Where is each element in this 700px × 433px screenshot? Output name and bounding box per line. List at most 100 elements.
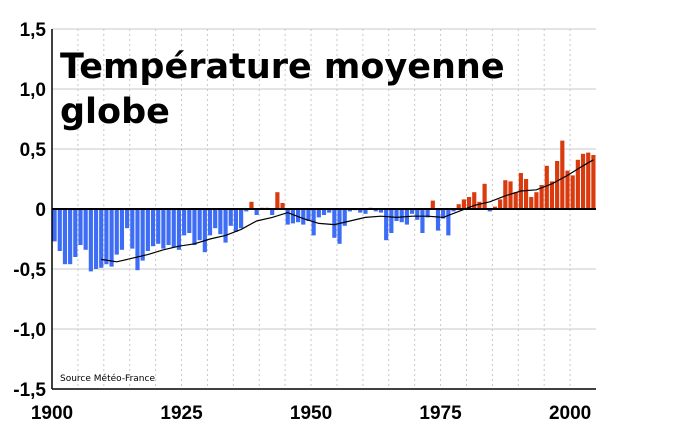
- bar: [228, 209, 233, 226]
- bar: [461, 199, 466, 209]
- bar: [415, 209, 420, 220]
- bar: [378, 209, 384, 213]
- bar: [223, 209, 228, 243]
- bar: [119, 209, 125, 250]
- x-tick-label: 2000: [549, 403, 591, 424]
- bar: [435, 209, 441, 231]
- y-tick-label: -0,5: [13, 260, 46, 281]
- bar: [316, 209, 321, 218]
- bar: [244, 209, 249, 212]
- bar: [78, 209, 83, 245]
- y-tick-label: -1,5: [13, 380, 46, 401]
- bar: [301, 209, 306, 225]
- bar: [332, 209, 337, 238]
- bar: [508, 181, 513, 209]
- bar: [57, 209, 62, 251]
- bar: [270, 209, 275, 215]
- bar: [534, 192, 539, 209]
- bar: [73, 209, 78, 257]
- bar: [544, 165, 549, 209]
- y-tick-label: 1,0: [20, 80, 46, 101]
- bar: [182, 209, 187, 236]
- bar: [337, 209, 342, 244]
- bar: [197, 209, 202, 241]
- bar: [586, 152, 591, 209]
- bar: [492, 206, 498, 209]
- bar: [109, 209, 114, 267]
- x-tick-label: 1950: [290, 403, 332, 424]
- chart-title-line-1: Température moyenne: [60, 47, 505, 87]
- bar: [218, 209, 223, 235]
- y-tick-label: 1,5: [20, 20, 47, 41]
- bar: [213, 209, 218, 229]
- bar: [249, 201, 254, 209]
- bar: [430, 200, 435, 209]
- chart-axes: [51, 29, 596, 390]
- bar: [150, 209, 156, 247]
- bar: [425, 209, 430, 218]
- bar: [342, 209, 347, 226]
- bar: [125, 209, 130, 229]
- bar: [399, 209, 404, 223]
- bar: [290, 209, 296, 224]
- bar: [575, 159, 580, 209]
- y-tick-label: -1,0: [13, 320, 46, 341]
- bar: [389, 209, 394, 233]
- bar: [513, 192, 518, 209]
- bar: [52, 209, 57, 242]
- bar: [306, 209, 311, 221]
- bar: [285, 209, 290, 225]
- bar: [88, 209, 93, 272]
- bar: [358, 209, 363, 213]
- bar: [327, 209, 332, 213]
- bar: [140, 209, 145, 261]
- bar: [456, 204, 461, 209]
- bar: [503, 180, 508, 209]
- bar: [549, 181, 555, 209]
- bar: [280, 203, 285, 209]
- bar: [62, 209, 68, 265]
- bar: [580, 153, 586, 209]
- bar: [446, 209, 451, 236]
- x-tick-label: 1975: [419, 403, 462, 424]
- bar: [192, 209, 197, 245]
- bar: [99, 209, 104, 268]
- bar: [466, 197, 472, 209]
- bar: [296, 209, 301, 223]
- bar: [373, 209, 378, 212]
- bar: [321, 209, 327, 215]
- bar: [409, 209, 415, 214]
- bar: [202, 209, 207, 253]
- bar: [482, 183, 487, 209]
- bar: [166, 209, 171, 245]
- bar: [591, 155, 596, 209]
- bar: [93, 209, 99, 269]
- bar: [560, 140, 565, 209]
- bar: [498, 199, 503, 209]
- bar: [114, 209, 119, 255]
- y-tick-label: 0,5: [20, 140, 47, 161]
- bar: [83, 209, 88, 250]
- bar: [555, 161, 560, 209]
- bar: [451, 209, 456, 212]
- y-tick-label: 0: [35, 200, 46, 221]
- x-tick-label: 1900: [31, 403, 73, 424]
- bar: [347, 209, 352, 212]
- bar: [523, 179, 529, 209]
- chart-title-line-2: globe: [60, 92, 170, 132]
- bar: [529, 197, 534, 209]
- bar: [275, 192, 280, 209]
- bar: [130, 209, 135, 249]
- bar: [539, 185, 544, 209]
- moving-average-line: [101, 159, 594, 263]
- bar: [68, 209, 73, 265]
- bar: [565, 170, 570, 209]
- bar: [487, 209, 492, 212]
- bar: [233, 209, 239, 232]
- bar: [176, 209, 182, 250]
- moving-average: [101, 159, 594, 263]
- bar: [472, 192, 477, 209]
- bar: [156, 209, 161, 244]
- bar: [161, 209, 166, 249]
